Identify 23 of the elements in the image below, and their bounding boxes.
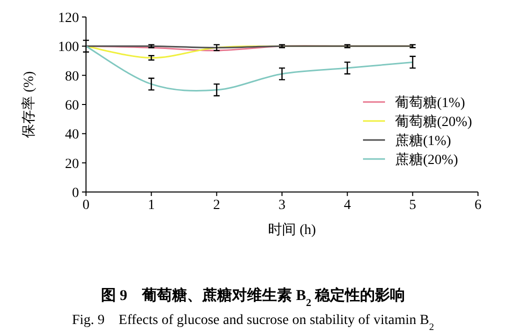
y-tick-label: 80	[65, 69, 79, 84]
legend-label: 蔗糖(1%)	[395, 133, 452, 149]
x-tick-label: 2	[213, 198, 220, 213]
x-tick-label: 0	[82, 198, 90, 213]
y-tick-label: 100	[58, 40, 79, 56]
text: 图 9 葡萄糖、蔗糖对维生素 B$_{2}$ 稳定性的影响	[100, 286, 406, 308]
y-tick-label: 0	[72, 186, 79, 201]
x-tick-label: 5	[409, 198, 416, 213]
y-tick-label: 60	[65, 98, 79, 114]
x-tick-label: 6	[474, 198, 482, 213]
y-axis-title: 保存率 (%)	[21, 70, 37, 138]
x-tick-label: 3	[278, 198, 286, 213]
legend-label: 蔗糖(20%)	[395, 152, 458, 168]
y-tick-label: 120	[58, 11, 79, 26]
legend-label: 葡萄糖(20%)	[395, 114, 472, 130]
y-tick-label: 20	[65, 156, 79, 172]
text: Fig. 9 Effects of glucose and sucrose on stability of vitamin B$_{2}$	[72, 313, 434, 332]
x-axis-title: 时间 (h)	[268, 222, 316, 238]
line-series	[85, 45, 414, 92]
y-tick-label: 40	[65, 128, 79, 143]
x-tick-label: 4	[344, 198, 351, 213]
legend-label: 葡萄糖(1%)	[395, 95, 466, 111]
x-tick-label: 1	[148, 198, 155, 213]
